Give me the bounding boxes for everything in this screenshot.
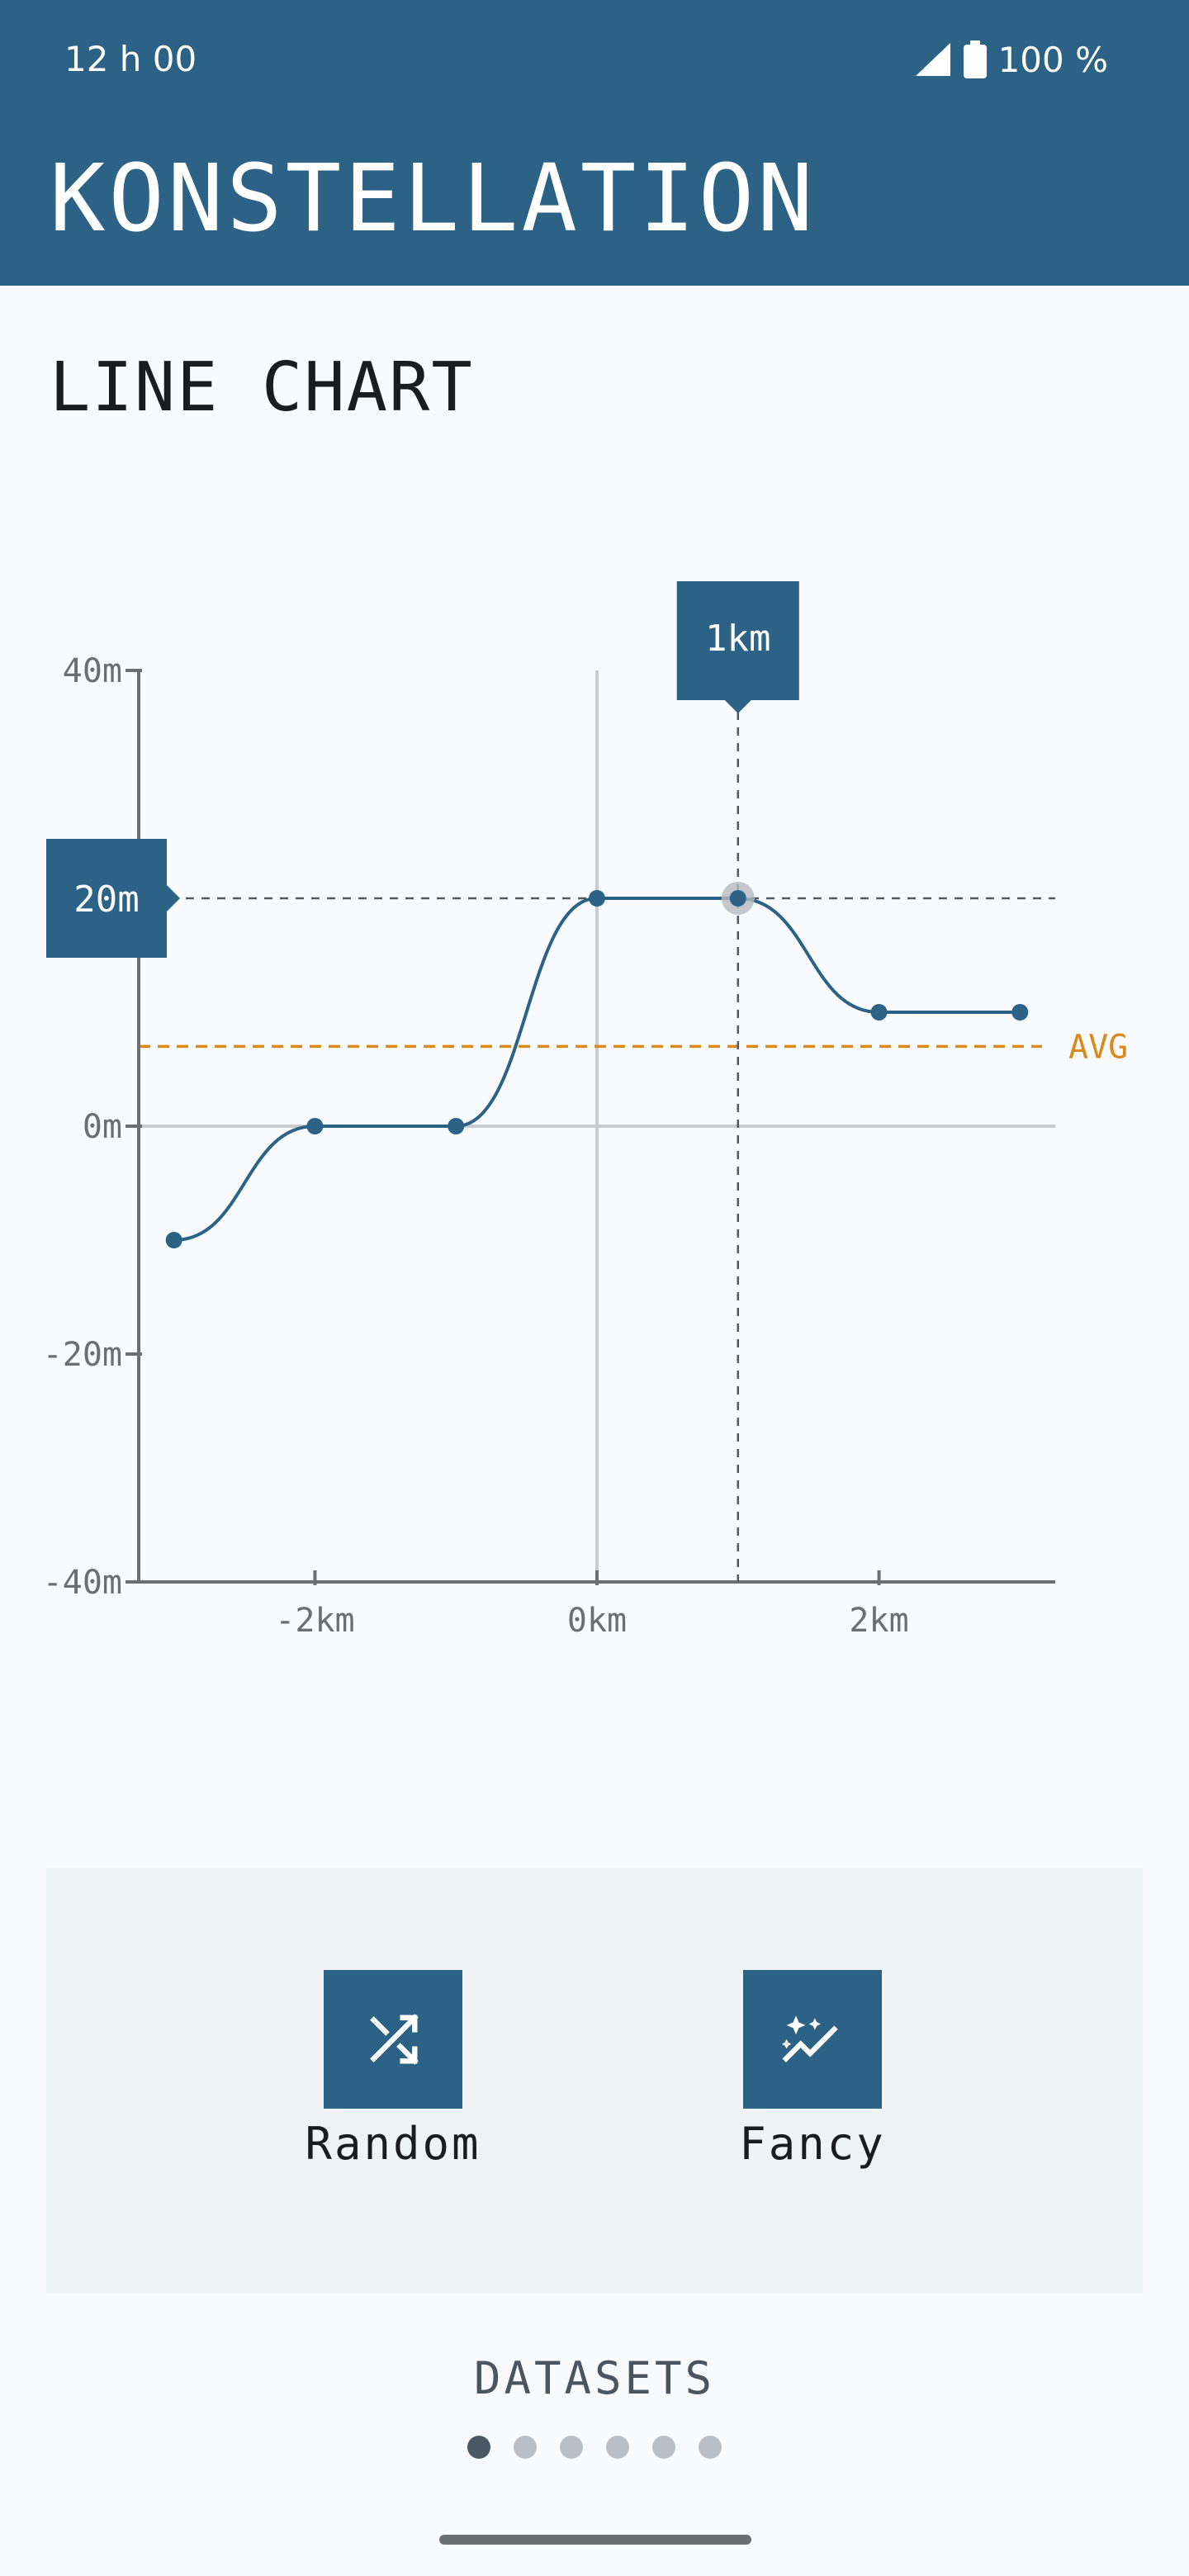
- selected-y-label: 20m: [73, 878, 139, 921]
- selected-x-marker: [676, 581, 799, 713]
- app-bar: KONSTELLATION: [0, 116, 1189, 286]
- app-title: KONSTELLATION: [50, 145, 817, 253]
- random-button[interactable]: Random: [244, 1970, 542, 2173]
- dataset-dot[interactable]: [560, 2436, 583, 2459]
- x-tick-label: -2km: [275, 1602, 354, 1640]
- battery-icon: [963, 40, 987, 78]
- fancy-label: Fancy: [739, 2118, 886, 2170]
- status-bar: 12 h 00 100 %: [0, 0, 1189, 116]
- x-tick-label: 0km: [567, 1602, 627, 1640]
- selected-y-marker: [46, 839, 180, 958]
- page-title: LINE CHART: [50, 348, 474, 427]
- data-point: [448, 1118, 465, 1134]
- battery-level: 100 %: [997, 39, 1108, 80]
- data-point: [1011, 1004, 1029, 1020]
- y-tick-label: -40m: [43, 1564, 122, 1602]
- home-indicator[interactable]: [439, 2535, 751, 2545]
- y-tick-label: -20m: [43, 1336, 122, 1374]
- data-point: [729, 890, 746, 907]
- actions-panel: Random Fancy: [46, 1868, 1143, 2294]
- datasets-label: DATASETS: [473, 2352, 716, 2404]
- random-label: Random: [305, 2118, 481, 2170]
- data-point: [589, 890, 605, 907]
- fancy-button[interactable]: Fancy: [664, 1970, 961, 2173]
- dataset-dot[interactable]: [606, 2436, 629, 2459]
- selected-x-label: 1km: [705, 618, 770, 660]
- dataset-dot[interactable]: [699, 2436, 722, 2459]
- data-point: [165, 1232, 182, 1248]
- dataset-pager[interactable]: [0, 2436, 1189, 2459]
- dataset-dot[interactable]: [467, 2436, 490, 2459]
- status-indicators: 100 %: [914, 36, 1108, 83]
- signal-icon: [915, 43, 950, 76]
- sparkle-chart-icon[interactable]: [743, 1970, 882, 2109]
- status-time: 12 h 00: [64, 39, 197, 79]
- dataset-dot[interactable]: [652, 2436, 675, 2459]
- dataset-dot[interactable]: [514, 2436, 537, 2459]
- x-tick-label: 2km: [849, 1602, 908, 1640]
- data-point: [306, 1118, 324, 1134]
- y-tick-label: 40m: [63, 652, 122, 690]
- average-label: AVG: [1068, 1028, 1128, 1066]
- shuffle-icon[interactable]: [324, 1970, 462, 2109]
- data-point: [870, 1004, 888, 1020]
- y-tick-label: 0m: [83, 1108, 122, 1146]
